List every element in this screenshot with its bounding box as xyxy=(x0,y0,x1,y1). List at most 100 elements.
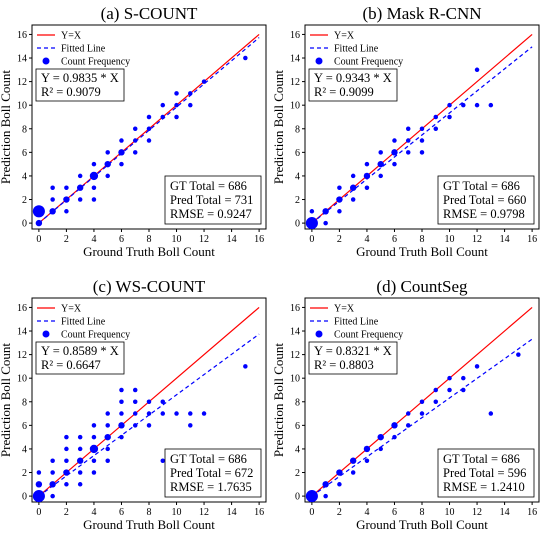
data-point xyxy=(160,411,166,416)
data-point xyxy=(91,423,97,428)
stat-line: RMSE = 1.7635 xyxy=(170,480,252,494)
x-tick-label: 14 xyxy=(500,507,510,518)
stat-line: Pred Total = 672 xyxy=(170,466,253,480)
r-squared: R² = 0.8803 xyxy=(314,358,374,372)
data-point xyxy=(77,446,83,452)
stat-line: GT Total = 686 xyxy=(170,179,247,193)
data-point xyxy=(461,102,466,108)
data-point xyxy=(392,138,397,143)
data-point xyxy=(419,411,425,416)
data-point xyxy=(50,470,55,475)
data-point xyxy=(146,114,152,120)
x-tick-label: 4 xyxy=(91,234,96,245)
data-point xyxy=(160,399,166,405)
y-tick-label: 4 xyxy=(22,171,27,182)
subplot-2: (b) Mask R-CNN 0 2 4 6 8 10 12 14 16 0 2 4 6 8 10 12 14 16… xyxy=(271,4,540,259)
data-point xyxy=(349,457,357,464)
x-tick-label: 12 xyxy=(472,234,482,245)
stats-box xyxy=(437,448,535,498)
data-point xyxy=(322,208,329,215)
data-point xyxy=(322,481,329,488)
data-point xyxy=(350,470,356,475)
data-point xyxy=(160,114,166,120)
data-point xyxy=(405,150,411,155)
x-tick-label: 12 xyxy=(199,234,209,245)
data-point xyxy=(105,446,110,452)
data-point xyxy=(146,423,152,428)
data-point xyxy=(160,458,166,463)
legend-label-identity: Y=X xyxy=(61,31,82,42)
subplot-title: (d) CountSeg xyxy=(376,277,468,296)
data-point xyxy=(105,150,110,155)
x-tick-label: 14 xyxy=(227,234,237,245)
data-point xyxy=(474,364,480,369)
data-point xyxy=(50,197,55,202)
data-point xyxy=(488,411,494,416)
x-tick-label: 8 xyxy=(420,234,425,245)
legend-label-identity: Y=X xyxy=(334,31,355,42)
data-point xyxy=(132,150,138,155)
data-point xyxy=(146,411,152,416)
r-squared: R² = 0.6647 xyxy=(41,358,101,372)
data-point xyxy=(91,470,97,475)
x-tick-label: 2 xyxy=(64,234,69,245)
stat-line: RMSE = 1.2410 xyxy=(443,480,525,494)
subplot-4: (d) CountSeg 0 2 4 6 8 10 12 14 16 0 2 4 6 8 10 12 14 16 Gr… xyxy=(271,277,540,532)
fit-equation: Y = 0.9343 * X xyxy=(314,71,392,85)
r-squared: R² = 0.9079 xyxy=(41,85,101,99)
x-tick-label: 14 xyxy=(500,234,510,245)
data-point xyxy=(105,411,110,416)
data-point xyxy=(337,209,342,214)
y-tick-label: 16 xyxy=(17,303,27,314)
stat-line: RMSE = 0.9798 xyxy=(443,207,525,221)
data-point xyxy=(433,126,439,132)
data-point xyxy=(377,160,384,168)
data-point xyxy=(337,185,342,190)
data-point xyxy=(104,433,111,441)
y-tick-label: 16 xyxy=(17,30,27,41)
y-tick-label: 4 xyxy=(295,444,300,455)
data-point xyxy=(63,196,70,203)
subplot-1: (a) S-COUNT 0 2 4 6 8 10 12 14 16 0 2 4 6 8 10 12 14 16 Gro… xyxy=(0,4,267,259)
data-point xyxy=(64,482,69,487)
x-tick-label: 0 xyxy=(309,507,314,518)
data-point xyxy=(349,184,357,191)
data-point xyxy=(433,387,439,393)
y-tick-label: 8 xyxy=(295,124,300,135)
data-point xyxy=(119,411,124,416)
data-point xyxy=(146,138,152,143)
y-tick-label: 6 xyxy=(295,148,300,159)
data-point xyxy=(76,184,84,191)
stat-line: GT Total = 686 xyxy=(443,179,520,193)
legend-label-fitted: Fitted Line xyxy=(61,317,106,328)
data-point xyxy=(378,150,383,155)
legend-swatch-frequency xyxy=(315,57,323,65)
data-point xyxy=(364,161,370,167)
y-tick-label: 10 xyxy=(17,374,27,385)
x-axis-label: Ground Truth Boll Count xyxy=(83,244,215,259)
y-tick-label: 0 xyxy=(22,492,27,503)
data-point xyxy=(364,458,370,463)
legend-label-identity: Y=X xyxy=(61,304,82,315)
r-squared: R² = 0.9099 xyxy=(314,85,374,99)
x-tick-label: 2 xyxy=(337,507,342,518)
data-point xyxy=(201,411,207,416)
data-point xyxy=(419,150,425,155)
data-point xyxy=(447,114,452,120)
data-point xyxy=(323,493,328,499)
data-point xyxy=(201,79,207,84)
legend-swatch-frequency xyxy=(42,57,50,65)
y-tick-label: 14 xyxy=(290,54,300,65)
subplot-title: (b) Mask R-CNN xyxy=(363,4,482,23)
y-tick-label: 8 xyxy=(22,124,27,135)
data-point xyxy=(243,364,248,369)
data-point xyxy=(447,387,452,393)
x-tick-label: 2 xyxy=(64,507,69,518)
equation-box xyxy=(35,341,125,375)
y-tick-label: 0 xyxy=(295,219,300,230)
y-tick-label: 0 xyxy=(22,219,27,230)
data-point xyxy=(516,352,521,357)
data-point xyxy=(91,185,97,190)
stat-line: GT Total = 686 xyxy=(170,452,247,466)
